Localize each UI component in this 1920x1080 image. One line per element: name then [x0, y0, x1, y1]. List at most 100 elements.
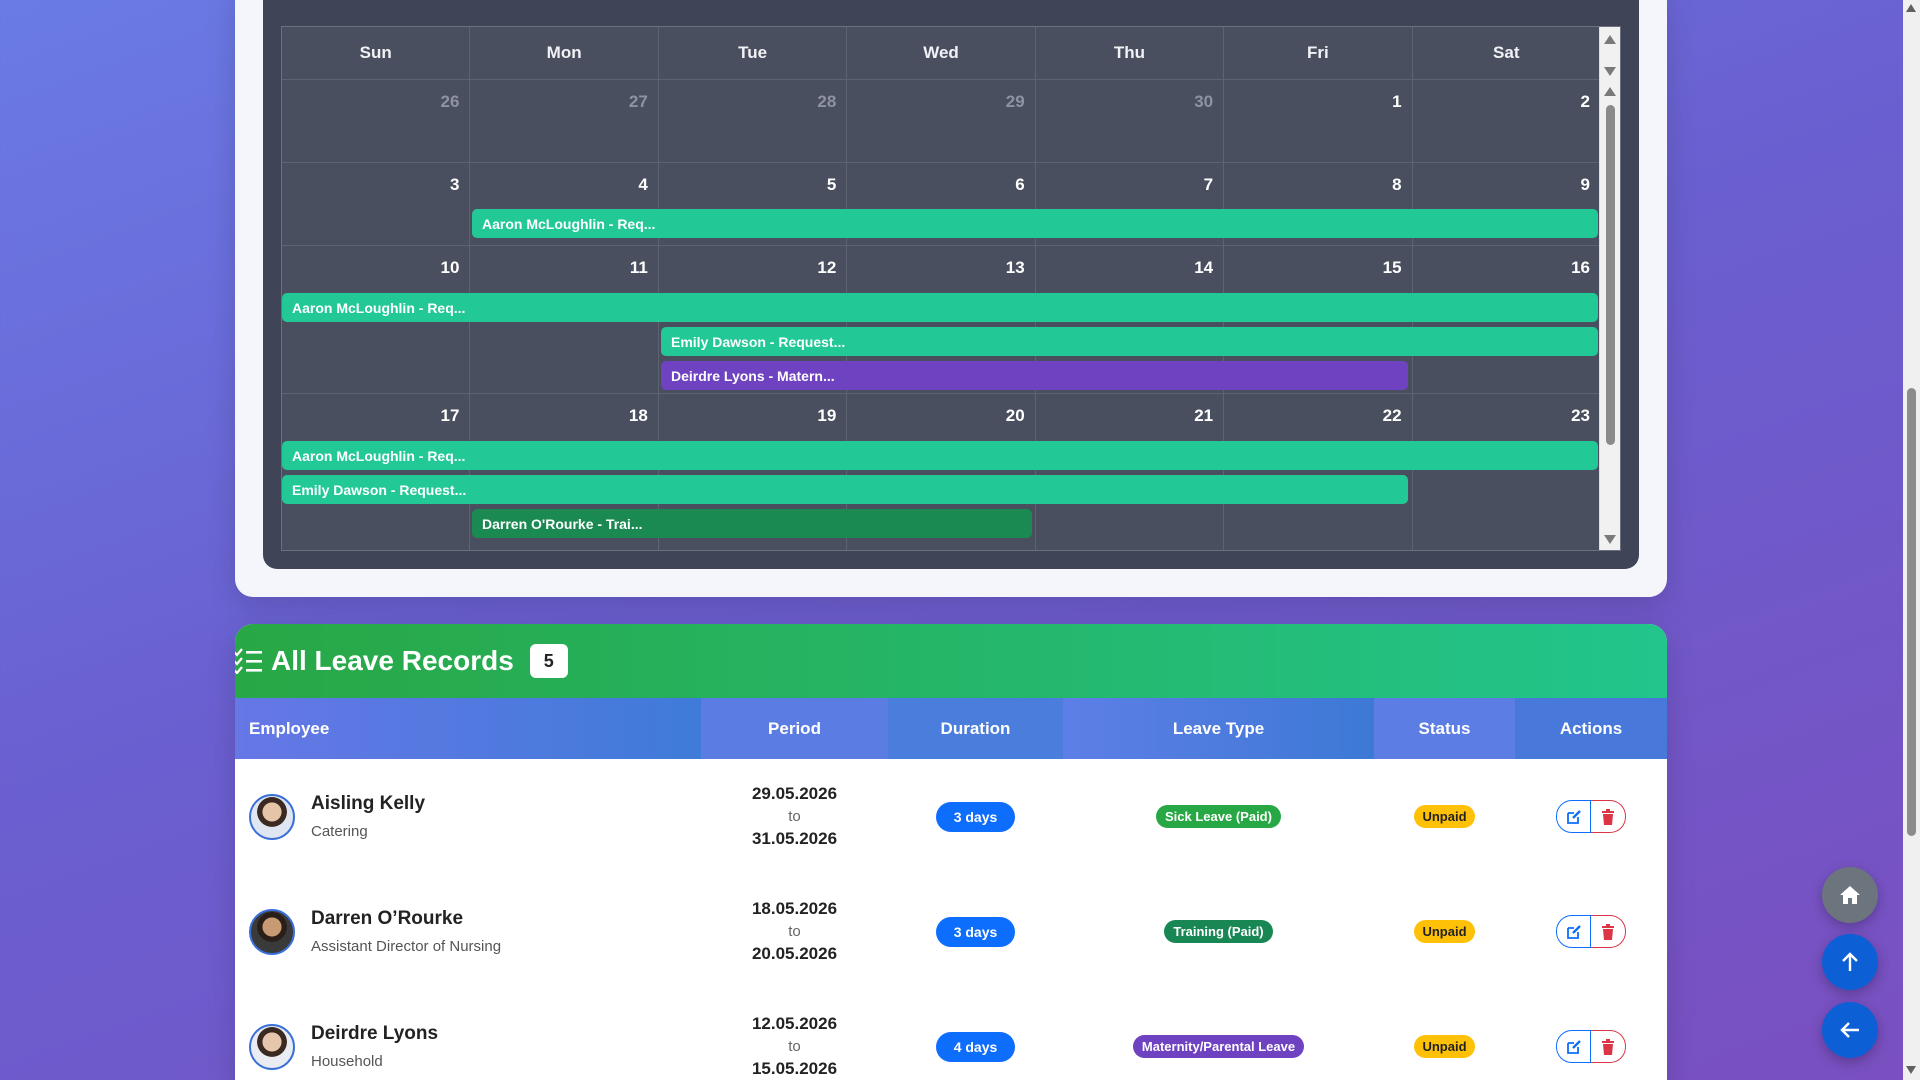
calendar-day[interactable]: 8 — [1224, 163, 1413, 245]
calendar-day[interactable]: 18 — [470, 394, 659, 550]
day-number: 2 — [1580, 92, 1590, 111]
edit-button[interactable] — [1556, 1030, 1591, 1063]
calendar-day[interactable]: 5 — [659, 163, 848, 245]
status-badge: Unpaid — [1414, 920, 1475, 943]
employee-department: Assistant Director of Nursing — [311, 938, 502, 955]
employee-cell: Aisling Kelly Catering — [235, 793, 701, 840]
trash-icon — [1602, 1038, 1614, 1055]
day-number: 29 — [1005, 92, 1025, 111]
avatar — [249, 1023, 295, 1070]
leave-records-card: All Leave Records 5 Employee Period Dura… — [235, 624, 1667, 1080]
column-period[interactable]: Period — [701, 698, 888, 759]
day-number: 7 — [1203, 175, 1214, 194]
scroll-up-arrow-icon[interactable] — [1604, 87, 1616, 96]
calendar-day[interactable]: 2 — [1413, 80, 1601, 162]
actions-cell — [1515, 800, 1667, 833]
weekday-fri: Fri — [1224, 27, 1413, 79]
weekday-mon: Mon — [470, 27, 659, 79]
column-actions: Actions — [1515, 698, 1667, 759]
day-number: 3 — [449, 175, 460, 194]
weekday-thu: Thu — [1036, 27, 1225, 79]
calendar-day[interactable]: 4 — [470, 163, 659, 245]
day-number: 22 — [1382, 406, 1402, 425]
edit-button[interactable] — [1556, 915, 1591, 948]
calendar-day[interactable]: 27 — [470, 80, 659, 162]
period-cell: 12.05.2026 to 15.05.2026 — [701, 1014, 888, 1079]
calendar-day[interactable]: 6 — [847, 163, 1036, 245]
status-badge: Unpaid — [1414, 805, 1475, 828]
edit-icon — [1566, 924, 1581, 939]
employee-department: Household — [311, 1053, 383, 1070]
column-status[interactable]: Status — [1374, 698, 1515, 759]
actions-cell — [1515, 915, 1667, 948]
day-number: 8 — [1392, 175, 1402, 194]
home-button[interactable] — [1822, 867, 1878, 923]
day-number: 26 — [440, 92, 460, 111]
calendar-event[interactable]: Aaron McLoughlin - Req... — [282, 441, 1598, 470]
scroll-down-arrow-icon[interactable] — [1604, 535, 1616, 544]
calendar-day[interactable]: 22 — [1224, 394, 1413, 550]
day-number: 18 — [628, 406, 648, 425]
calendar-scrollbar[interactable] — [1599, 27, 1620, 550]
duration-badge: 3 days — [935, 916, 1016, 947]
weekday-tue: Tue — [659, 27, 848, 79]
calendar-day[interactable]: 17 — [282, 394, 471, 550]
calendar-month-view: Sun Mon Tue Wed Thu Fri Sat 26 27 28 29 … — [281, 26, 1621, 551]
scroll-down-arrow-icon[interactable] — [1604, 67, 1616, 76]
edit-button[interactable] — [1556, 800, 1591, 833]
employee-name: Darren O’Rourke — [311, 908, 464, 929]
period-end: 20.05.2026 — [751, 944, 838, 963]
table-row: Darren O’Rourke Assistant Director of Nu… — [235, 874, 1667, 989]
delete-button[interactable] — [1591, 800, 1626, 833]
records-count-badge: 5 — [529, 644, 568, 678]
scrollbar-thumb[interactable] — [1907, 388, 1916, 836]
calendar-day[interactable]: 3 — [282, 163, 471, 245]
calendar-day[interactable]: 1 — [1224, 80, 1413, 162]
calendar-day[interactable]: 21 — [1036, 394, 1225, 550]
arrow-left-icon — [1840, 1022, 1859, 1038]
period-to-label: to — [788, 808, 801, 825]
calendar-week-4: 17 18 19 20 21 22 23 Aaron McLoughlin - … — [282, 394, 1601, 550]
avatar — [249, 908, 295, 955]
scroll-up-arrow-icon[interactable] — [1604, 35, 1616, 44]
calendar-event[interactable]: Darren O'Rourke - Trai... — [472, 509, 1032, 538]
calendar-day[interactable]: 19 — [659, 394, 848, 550]
column-duration[interactable]: Duration — [888, 698, 1063, 759]
calendar-event[interactable]: Deirdre Lyons - Matern... — [661, 361, 1408, 390]
calendar-day[interactable]: 30 — [1036, 80, 1225, 162]
calendar-week-1: 26 27 28 29 30 1 2 — [282, 80, 1601, 163]
day-number: 9 — [1580, 175, 1590, 194]
edit-icon — [1566, 1039, 1581, 1054]
page-scrollbar[interactable] — [1903, 0, 1920, 1080]
scrollbar-thumb[interactable] — [1606, 105, 1615, 445]
calendar-day[interactable]: 28 — [659, 80, 848, 162]
back-button[interactable] — [1822, 1002, 1878, 1058]
calendar-day[interactable]: 26 — [282, 80, 471, 162]
scroll-down-arrow-icon[interactable] — [1906, 1066, 1916, 1074]
calendar-event[interactable]: Emily Dawson - Request... — [282, 475, 1408, 504]
delete-button[interactable] — [1591, 1030, 1626, 1063]
employee-cell: Deirdre Lyons Household — [235, 1023, 701, 1070]
calendar-day[interactable]: 29 — [847, 80, 1036, 162]
day-number: 17 — [440, 406, 460, 425]
calendar-day[interactable]: 20 — [847, 394, 1036, 550]
arrow-up-icon — [1842, 952, 1858, 971]
calendar-event[interactable]: Aaron McLoughlin - Req... — [472, 209, 1598, 238]
duration-badge: 4 days — [935, 1031, 1016, 1062]
trash-icon — [1602, 923, 1614, 940]
calendar-day[interactable]: 23 — [1413, 394, 1601, 550]
leave-type-badge: Training (Paid) — [1164, 920, 1273, 943]
scroll-to-top-button[interactable] — [1822, 934, 1878, 990]
delete-button[interactable] — [1591, 915, 1626, 948]
column-employee[interactable]: Employee — [235, 698, 701, 759]
period-start: 29.05.2026 — [751, 784, 838, 803]
calendar-day[interactable]: 7 — [1036, 163, 1225, 245]
column-leave-type[interactable]: Leave Type — [1063, 698, 1374, 759]
trash-icon — [1602, 808, 1614, 825]
list-check-icon — [235, 648, 263, 675]
calendar-week-2: 3 4 5 6 7 8 9 Aaron McLoughlin - Req... — [282, 163, 1601, 246]
leave-records-title: All Leave Records — [271, 645, 514, 676]
calendar-event[interactable]: Aaron McLoughlin - Req... — [282, 293, 1598, 322]
calendar-event[interactable]: Emily Dawson - Request... — [661, 327, 1598, 356]
scroll-up-arrow-icon[interactable] — [1906, 4, 1916, 12]
